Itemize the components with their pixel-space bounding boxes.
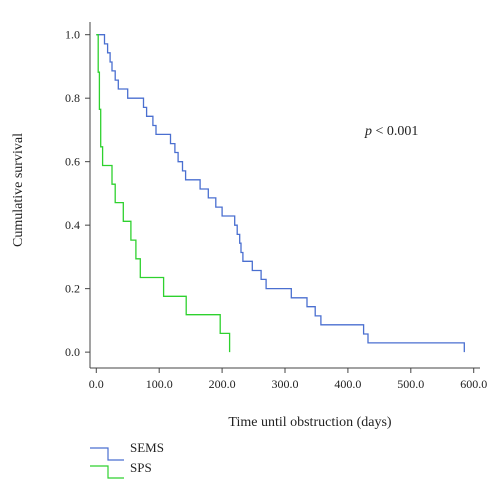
p-value-text: < 0.001 [372, 124, 418, 139]
legend-label-sems: SEMS [130, 440, 164, 455]
legend: SEMS SPS [90, 440, 164, 479]
legend-swatch-sps [90, 465, 124, 479]
x-tick-label: 500.0 [397, 377, 424, 391]
x-tick-label: 0.0 [89, 377, 104, 391]
series-line-sps [96, 34, 231, 353]
series-layer [96, 34, 465, 353]
y-axis-title: Cumulative survival [11, 133, 26, 247]
y-tick-label: 0.0 [65, 345, 80, 359]
x-tick-label: 400.0 [334, 377, 361, 391]
y-tick-label: 0.8 [65, 91, 80, 105]
x-tick-label: 200.0 [209, 377, 236, 391]
y-tick-label: 0.4 [65, 218, 80, 232]
p-value-symbol: p [364, 124, 372, 139]
ticks-layer: 0.0 100.0 200.0 300.0 400.0 500.0 600.0 0.0 0.2 0… [65, 28, 487, 391]
x-tick-label: 300.0 [272, 377, 299, 391]
legend-swatch-sems [90, 447, 124, 461]
y-tick-label: 0.6 [65, 155, 80, 169]
x-tick-label: 100.0 [146, 377, 173, 391]
x-axis-title: Time until obstruction (days) [228, 415, 392, 430]
y-tick-label: 1.0 [65, 28, 80, 42]
y-tick-label: 0.2 [65, 282, 80, 296]
x-tick-label: 600.0 [460, 377, 487, 391]
p-value-annotation: p < 0.001 [364, 124, 418, 139]
legend-label-sps: SPS [130, 460, 152, 475]
series-line-sems [96, 34, 465, 353]
